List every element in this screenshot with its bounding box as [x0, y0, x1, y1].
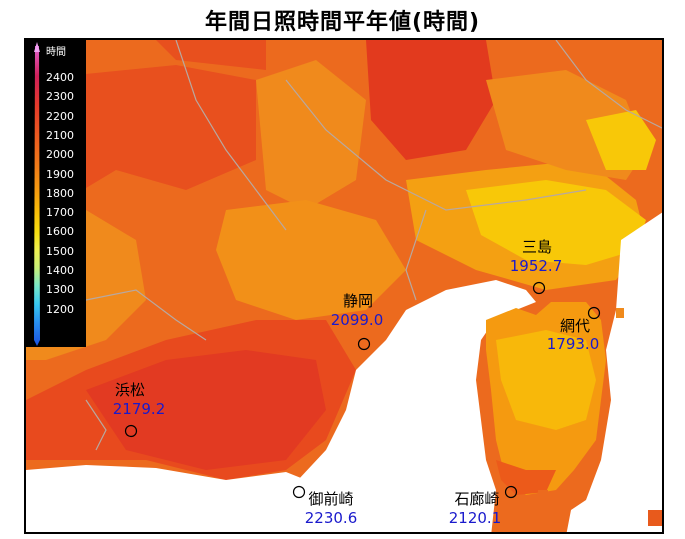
station-value-ajiro: 1793.0: [546, 335, 600, 353]
station-marker-irozaki: [504, 485, 518, 499]
legend-label: 2300: [46, 90, 74, 104]
legend-label: 2400: [46, 71, 74, 84]
legend-unit: 時間: [46, 47, 66, 58]
station-marker-mishima: [532, 281, 546, 295]
station-value-hamamatsu: 2179.2: [112, 400, 166, 418]
legend-label: 1700: [46, 206, 74, 220]
station-value-omaezaki: 2230.6: [304, 509, 358, 527]
legend-label: 1900: [46, 167, 74, 181]
legend-label: 1600: [46, 225, 74, 239]
station-marker-shizuoka: [357, 337, 371, 351]
legend-label: 2100: [46, 128, 74, 142]
station-name-irozaki: 石廊崎: [454, 490, 500, 508]
station-name-omaezaki: 御前崎: [308, 490, 354, 508]
legend-label: 2000: [46, 148, 74, 162]
station-marker-hamamatsu: [124, 424, 138, 438]
legend-label: 2200: [46, 109, 74, 123]
legend: 時間 2400 2300 2200 2100 2000 1900 1800 1700 1600 1…: [26, 40, 86, 347]
legend-label: 1300: [46, 283, 74, 297]
map-title: 年間日照時間平年値(時間): [204, 10, 481, 35]
station-value-irozaki: 2120.1: [448, 509, 502, 527]
legend-label: 1200: [46, 302, 74, 316]
station-value-shizuoka: 2099.0: [330, 311, 384, 329]
station-marker-omaezaki: [292, 485, 306, 499]
sunshine-map: [24, 38, 664, 534]
station-marker-ajiro: [587, 306, 601, 320]
legend-label: 1400: [46, 264, 74, 277]
legend-color-bar: [34, 42, 40, 346]
station-name-hamamatsu: 浜松: [114, 381, 146, 399]
legend-label: 1500: [46, 244, 74, 258]
station-name-shizuoka: 静岡: [342, 292, 374, 310]
station-name-ajiro: 網代: [559, 317, 591, 335]
station-value-mishima: 1952.7: [509, 257, 563, 275]
map-surface: [26, 40, 662, 532]
legend-label: 1800: [46, 186, 74, 200]
station-name-mishima: 三島: [521, 238, 553, 256]
